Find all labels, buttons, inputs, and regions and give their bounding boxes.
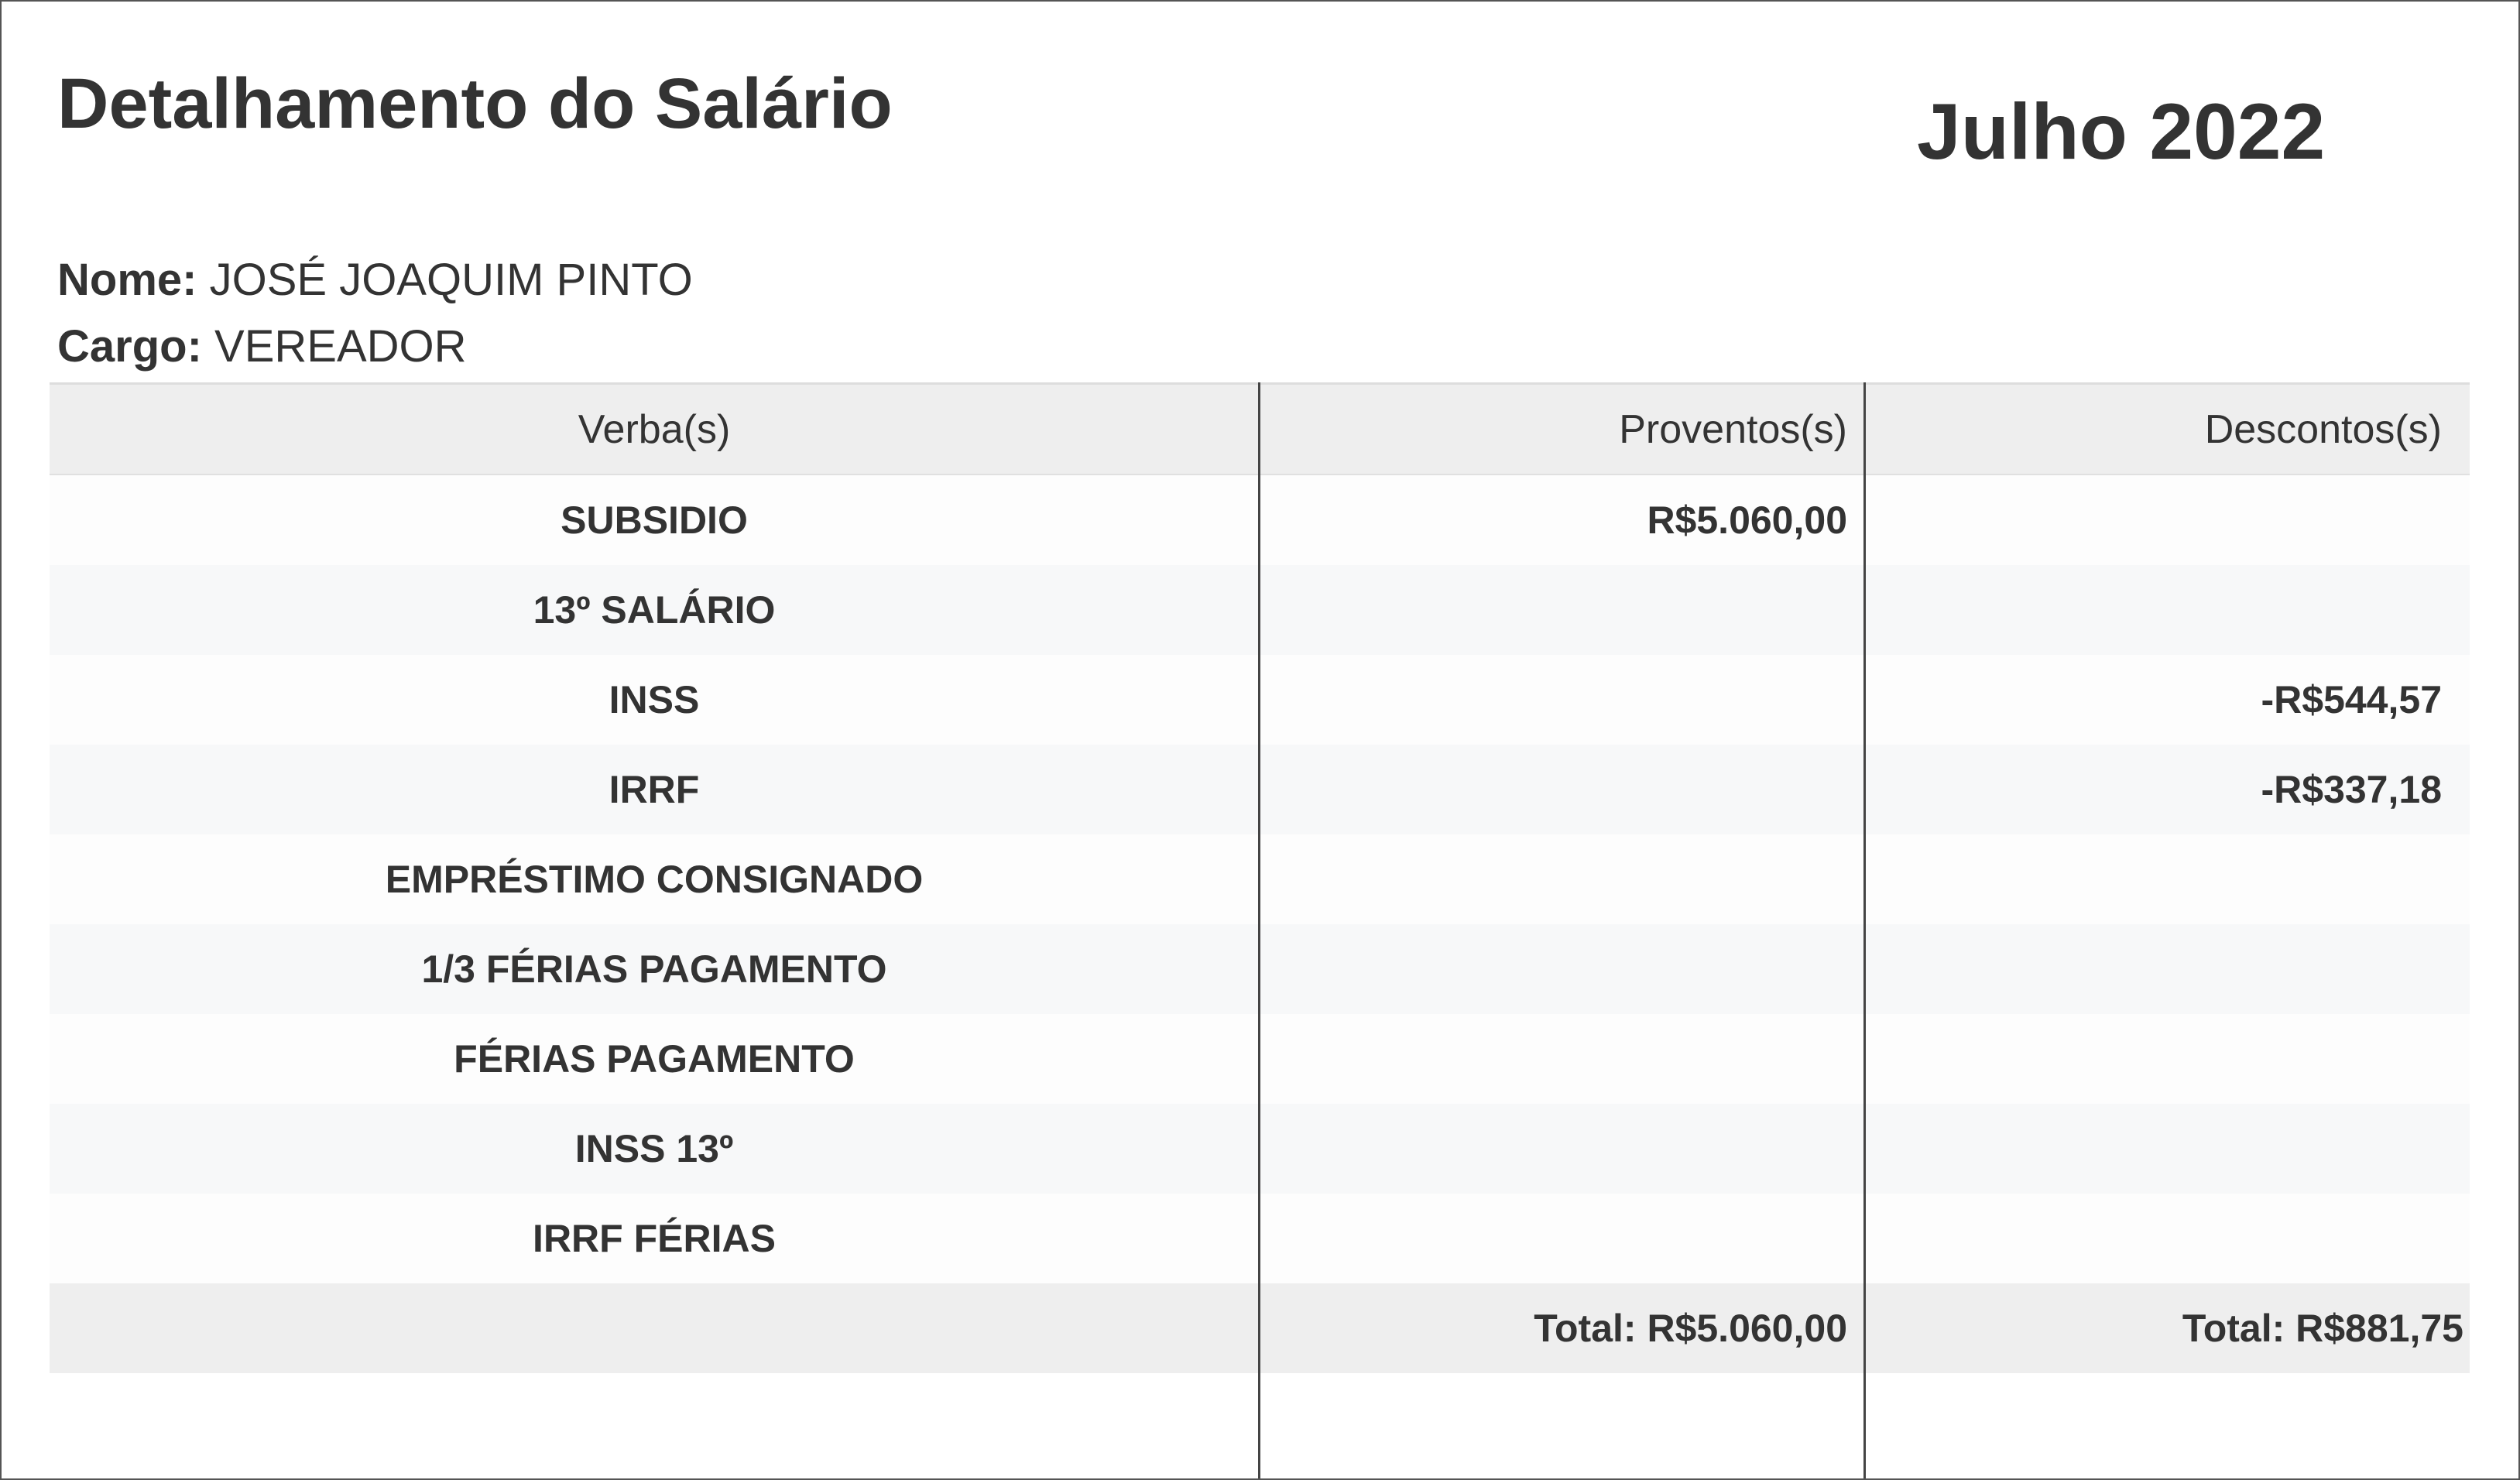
descontos-cell xyxy=(1864,475,2470,565)
descontos-cell: -R$337,18 xyxy=(2261,768,2443,811)
column-header-verba: Verba(s) xyxy=(578,406,731,452)
proventos-cell xyxy=(1259,655,1864,745)
descontos-cell xyxy=(1864,924,2470,1014)
proventos-cell xyxy=(1259,924,1864,1014)
proventos-cell xyxy=(1259,1194,1864,1283)
employee-role: Cargo: VEREADOR xyxy=(57,320,467,372)
proventos-cell xyxy=(1259,1014,1864,1104)
proventos-cell xyxy=(1259,745,1864,834)
column-divider xyxy=(1863,382,1866,1478)
descontos-cell xyxy=(1864,834,2470,924)
descontos-cell xyxy=(1864,565,2470,655)
name-value: JOSÉ JOAQUIM PINTO xyxy=(209,255,693,305)
verba-cell: 13º SALÁRIO xyxy=(533,588,776,632)
verba-cell: INSS xyxy=(609,678,700,721)
total-proventos: Total: R$5.060,00 xyxy=(1534,1307,1847,1350)
descontos-cell xyxy=(1864,1014,2470,1104)
verba-cell: EMPRÉSTIMO CONSIGNADO xyxy=(385,858,924,901)
proventos-cell xyxy=(1259,1104,1864,1194)
proventos-cell xyxy=(1259,834,1864,924)
total-descontos: Total: R$881,75 xyxy=(2182,1307,2463,1350)
column-divider xyxy=(1258,382,1260,1478)
verba-cell: INSS 13º xyxy=(574,1127,734,1170)
role-label: Cargo: xyxy=(57,321,202,372)
descontos-cell: -R$544,57 xyxy=(2261,678,2443,721)
verba-cell: 1/3 FÉRIAS PAGAMENTO xyxy=(421,947,887,991)
page-title: Detalhamento do Salário xyxy=(57,64,893,143)
total-label-cell xyxy=(50,1283,1259,1373)
descontos-cell xyxy=(1864,1104,2470,1194)
period-label: Julho 2022 xyxy=(1917,87,2326,176)
verba-cell: IRRF xyxy=(609,768,700,811)
verba-cell: FÉRIAS PAGAMENTO xyxy=(454,1037,855,1081)
role-value: VEREADOR xyxy=(214,321,467,372)
column-header-descontos: Descontos(s) xyxy=(2204,406,2442,452)
column-header-proventos: Proventos(s) xyxy=(1619,406,1847,452)
proventos-cell: R$5.060,00 xyxy=(1647,498,1847,542)
descontos-cell xyxy=(1864,1194,2470,1283)
proventos-cell xyxy=(1259,565,1864,655)
employee-name: Nome: JOSÉ JOAQUIM PINTO xyxy=(57,254,693,306)
verba-cell: IRRF FÉRIAS xyxy=(533,1217,776,1260)
verba-cell: SUBSIDIO xyxy=(561,498,748,542)
name-label: Nome: xyxy=(57,255,197,305)
